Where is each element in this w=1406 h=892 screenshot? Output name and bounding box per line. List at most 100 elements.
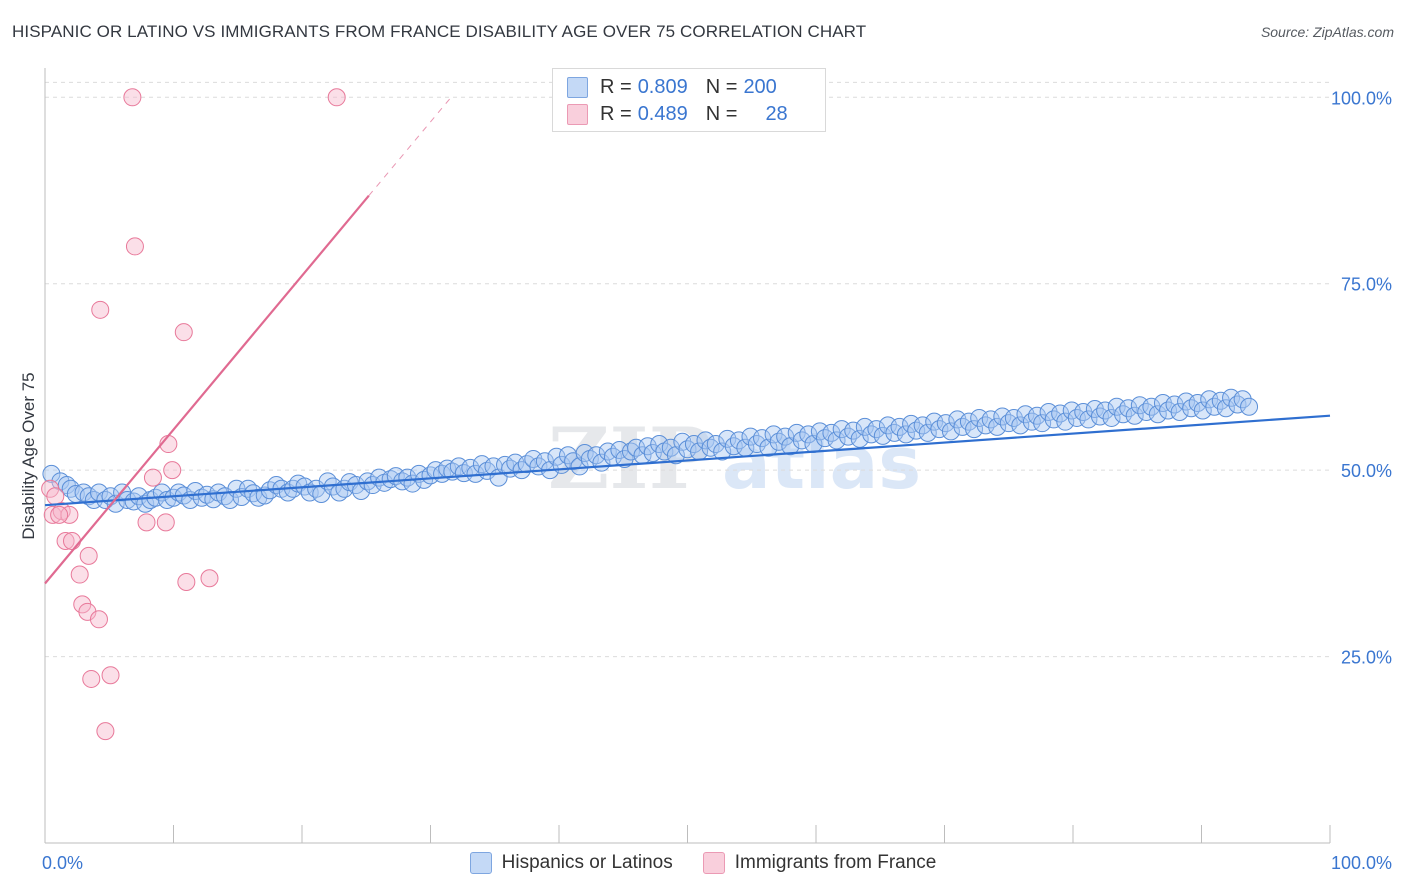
stats-row-france: R = 0.489 N = 28 (567, 101, 788, 127)
hispanics-point (878, 416, 897, 435)
hispanics-point (1119, 399, 1138, 418)
legend-item-france[interactable]: Immigrants from France (702, 852, 936, 874)
hispanics-point (1130, 396, 1149, 415)
y-tick-label: 75.0% (1341, 275, 1392, 295)
hispanics-point (1137, 402, 1156, 421)
chart-title: HISPANIC OR LATINO VS IMMIGRANTS FROM FR… (12, 22, 867, 41)
hispanics-point (724, 437, 743, 456)
hispanics-point (970, 408, 989, 427)
trendline-france (44, 195, 370, 585)
legend-item-hispanics[interactable]: Hispanics or Latinos (469, 852, 673, 874)
hispanics-point (976, 416, 995, 435)
hispanics-point (855, 417, 874, 436)
hispanics-point (873, 426, 892, 445)
france-point (70, 565, 89, 584)
hispanics-point (776, 427, 795, 446)
france-point (79, 546, 98, 565)
axes (44, 68, 1331, 844)
gridlines (45, 81, 1330, 658)
hispanics-point (999, 414, 1018, 433)
hispanics-point (506, 453, 525, 472)
hispanics-point (965, 420, 984, 439)
france-point (174, 323, 193, 342)
hispanics-point (363, 476, 382, 495)
legend-swatch-hispanics (469, 852, 492, 874)
hispanics-point (827, 431, 846, 450)
hispanics-point (988, 417, 1007, 436)
france-point (327, 88, 346, 107)
hispanics-point (1011, 416, 1030, 435)
france-point (156, 513, 175, 532)
hispanics-point (862, 425, 881, 444)
hispanics-point (1170, 402, 1189, 421)
hispanics-point (1240, 397, 1259, 416)
hispanics-point (759, 438, 778, 457)
hispanics-point (1193, 401, 1212, 420)
hispanics-point (1222, 388, 1241, 407)
hispanics-point (1125, 406, 1144, 425)
hispanics-point (1056, 412, 1075, 431)
hispanics-point (1107, 397, 1126, 416)
y-tick-label: 50.0% (1341, 461, 1392, 481)
france-point (82, 669, 101, 688)
france-point (163, 461, 182, 480)
france-point (123, 88, 142, 107)
france-point (62, 531, 81, 550)
series-france-points (41, 88, 346, 741)
hispanics-point (1096, 401, 1115, 420)
hispanics-point (1102, 408, 1121, 427)
swatch-hispanics (567, 76, 588, 98)
hispanics-point (741, 427, 760, 446)
y-tick-labels: 25.0% 50.0% 75.0% 100.0% (1331, 88, 1392, 667)
france-point (56, 531, 75, 550)
hispanics-point (1114, 405, 1133, 424)
france-point (96, 722, 115, 741)
france-point (143, 468, 162, 487)
series-legend: Hispanics or Latinos Immigrants from Fra… (0, 852, 1406, 874)
hispanics-point (1228, 395, 1247, 414)
x-tick-label-min: 0.0% (42, 853, 83, 873)
r-value: 0.809 (637, 75, 688, 98)
hispanics-point (1016, 405, 1035, 424)
hispanics-point (832, 420, 851, 439)
france-point (60, 505, 79, 524)
trendline-hispanics (44, 414, 1331, 507)
n-value: 200 (743, 75, 777, 98)
trendlines (44, 96, 1331, 585)
y-axis-label: Disability Age Over 75 (19, 372, 38, 539)
trendline-france-extension (368, 96, 452, 197)
hispanics-point (918, 423, 937, 442)
france-point (50, 505, 69, 524)
hispanics-point (575, 443, 594, 462)
legend-swatch-france (702, 852, 725, 874)
n-label: N = (705, 102, 738, 125)
hispanics-point (839, 427, 858, 446)
watermark-atlas: atlas (722, 421, 921, 505)
hispanics-point (718, 429, 737, 448)
hispanics-point (627, 438, 646, 457)
legend-label-hispanics: Hispanics or Latinos (501, 852, 673, 873)
hispanics-point (1090, 407, 1109, 426)
hispanics-point (1033, 414, 1052, 433)
hispanics-point (706, 435, 725, 454)
hispanics-point (799, 425, 818, 444)
x-tick-labels: 0.0% 100.0% (42, 853, 1392, 873)
swatch-france (567, 103, 588, 125)
hispanics-point (1216, 399, 1235, 418)
hispanics-point (1079, 410, 1098, 429)
hispanics-point (993, 407, 1012, 426)
france-point (177, 573, 196, 591)
hispanics-point (850, 429, 869, 448)
r-label: R = (600, 75, 632, 98)
n-label: N = (705, 75, 738, 98)
y-tick-label: 100.0% (1331, 88, 1392, 108)
x-tick-label-max: 100.0% (1331, 853, 1392, 873)
france-point (101, 666, 120, 685)
hispanics-point (747, 435, 766, 454)
france-point (137, 513, 156, 532)
hispanics-point (981, 410, 1000, 429)
france-point (125, 237, 144, 256)
hispanics-point (753, 429, 772, 448)
n-value: 28 (765, 102, 788, 125)
